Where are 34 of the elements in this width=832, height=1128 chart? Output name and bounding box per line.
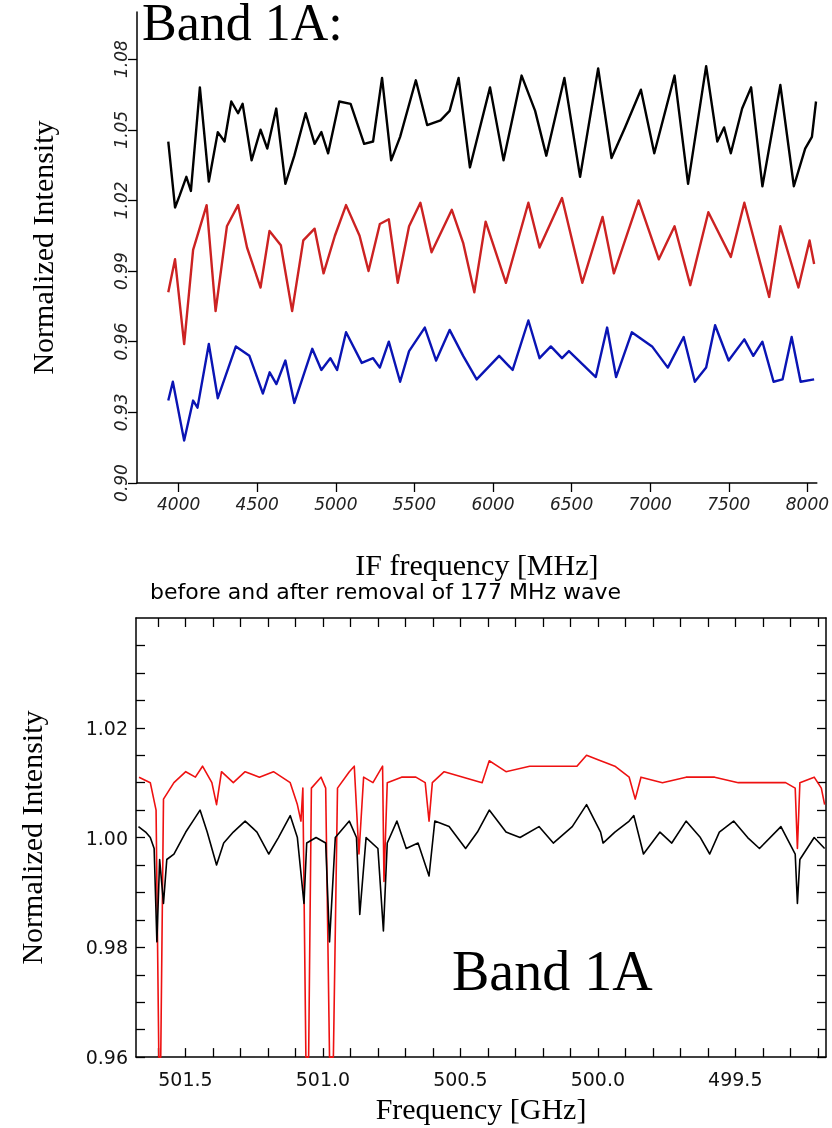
x-tick-label: 5000 — [314, 493, 358, 514]
line-series — [167, 196, 816, 346]
x-tick-label: 6000 — [471, 493, 515, 514]
y-tick-label: 1.00 — [85, 826, 128, 849]
x-tick-label: 7000 — [628, 493, 672, 514]
x-tick-label: 8000 — [785, 493, 829, 514]
line-series — [167, 319, 816, 442]
x-tick-label: 500.5 — [433, 1067, 488, 1090]
x-tick-label: 5500 — [392, 493, 437, 514]
y-tick-label: 0.98 — [85, 936, 128, 959]
x-tick-label: 4500 — [235, 493, 279, 514]
y-axis-title: Normalized Intensity — [14, 710, 48, 965]
line-series — [167, 64, 818, 209]
y-tick-label: 0.99 — [110, 252, 131, 290]
x-tick-label: 501.0 — [295, 1067, 351, 1090]
x-tick-label: 499.5 — [708, 1067, 763, 1090]
x-tick-label: 501.5 — [158, 1067, 213, 1090]
y-tick-label: 0.96 — [110, 322, 131, 361]
x-tick-label: 6500 — [549, 493, 594, 514]
annotation: Band 1A — [452, 940, 654, 1002]
y-axis-title: Normalized Intensity — [25, 120, 59, 375]
y-tick-label: 0.93 — [110, 393, 131, 432]
y-tick-label: 1.02 — [110, 181, 131, 220]
x-tick-label: 7500 — [707, 493, 751, 514]
x-tick-label: 4000 — [157, 493, 201, 514]
x-axis-title: IF frequency [MHz] — [355, 547, 599, 581]
y-tick-label: 1.08 — [110, 39, 131, 79]
y-tick-label: 0.90 — [110, 464, 131, 502]
y-tick-label: 0.96 — [85, 1046, 128, 1069]
y-tick-label: 1.05 — [110, 110, 131, 149]
x-axis-title: Frequency [GHz] — [375, 1091, 587, 1125]
y-tick-label: 1.02 — [85, 716, 128, 739]
x-tick-label: 500.0 — [570, 1067, 626, 1090]
chart-title: Band 1A: — [142, 0, 343, 51]
